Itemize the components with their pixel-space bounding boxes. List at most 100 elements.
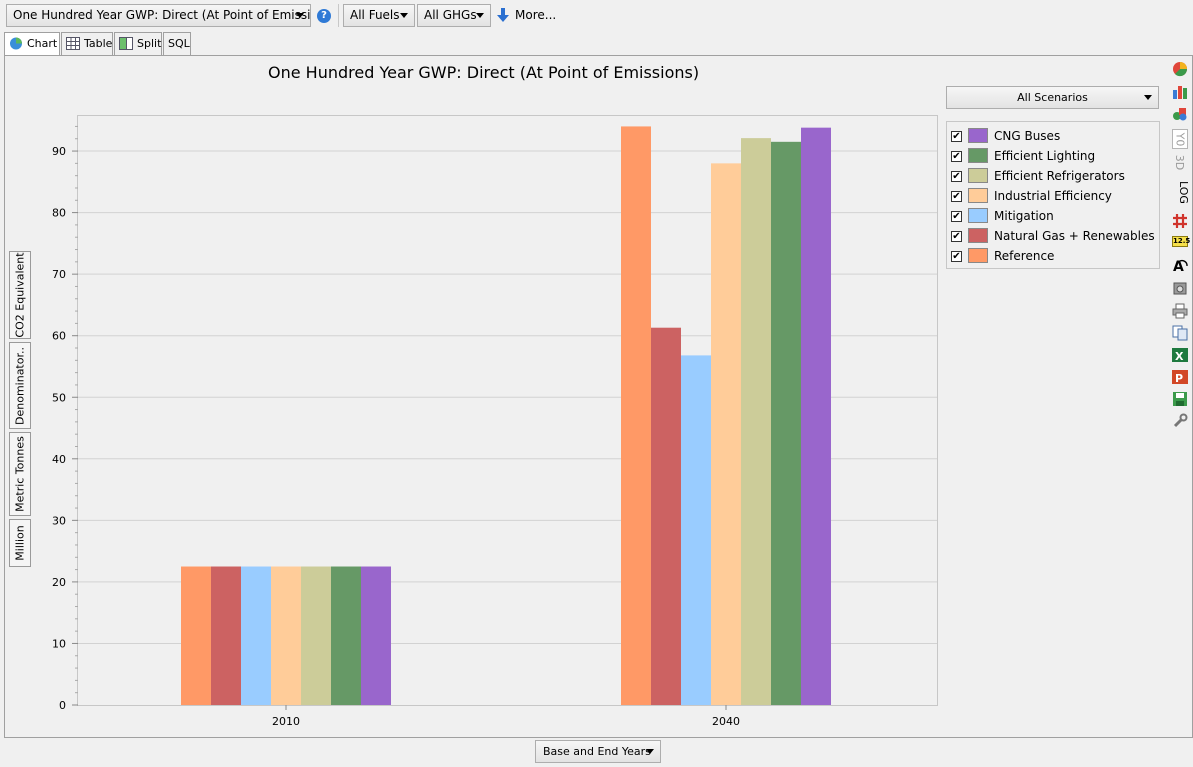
gridlines-icon[interactable] xyxy=(1172,213,1188,229)
legend-label: Efficient Refrigerators xyxy=(994,169,1125,183)
data-labels-label: 12.5 xyxy=(1173,237,1191,245)
y-tick-label: 40 xyxy=(52,453,66,466)
tab-table[interactable]: Table xyxy=(61,32,113,55)
bar-chart-icon[interactable] xyxy=(1172,84,1188,100)
more-button[interactable]: More... xyxy=(515,8,557,22)
y-tick-label: 80 xyxy=(52,207,66,220)
pie-chart-icon[interactable] xyxy=(1172,61,1188,77)
print-icon[interactable] xyxy=(1172,303,1188,319)
ghgs-dropdown-label: All GHGs xyxy=(424,8,477,22)
y0-label: Y0 xyxy=(1173,132,1187,147)
metric-tonnes-button[interactable]: Metric Tonnes xyxy=(9,432,31,516)
tab-label: Table xyxy=(84,37,113,50)
bar xyxy=(361,566,391,705)
legend: ✔ CNG Buses ✔ Efficient Lighting ✔ Efficient … xyxy=(946,121,1160,269)
tab-label: Split xyxy=(137,37,162,50)
svg-text:P: P xyxy=(1175,372,1183,385)
scenario-dropdown-label: All Scenarios xyxy=(1017,91,1088,104)
x-tick-label: 2010 xyxy=(272,715,300,728)
save-icon[interactable] xyxy=(1172,391,1188,407)
ghgs-dropdown[interactable]: All GHGs xyxy=(417,4,491,27)
indicator-dropdown-label: One Hundred Year GWP: Direct (At Point o… xyxy=(13,8,311,22)
arrow-down-icon[interactable] xyxy=(496,7,510,23)
legend-checkbox[interactable]: ✔ xyxy=(951,251,962,262)
scenario-dropdown[interactable]: All Scenarios xyxy=(946,86,1159,109)
log-toggle[interactable]: LOG xyxy=(1172,181,1190,206)
svg-text:X: X xyxy=(1175,350,1184,363)
y-tick-label: 30 xyxy=(52,514,66,527)
legend-swatch xyxy=(968,128,988,143)
chevron-down-icon xyxy=(400,13,408,18)
chevron-down-icon xyxy=(296,13,304,18)
legend-item[interactable]: ✔ Efficient Refrigerators xyxy=(947,166,1159,186)
legend-item[interactable]: ✔ Reference xyxy=(947,246,1159,266)
powerpoint-icon[interactable]: P xyxy=(1172,369,1188,385)
legend-item[interactable]: ✔ CNG Buses xyxy=(947,126,1159,146)
wrench-icon[interactable] xyxy=(1172,413,1188,429)
legend-checkbox[interactable]: ✔ xyxy=(951,211,962,222)
legend-swatch xyxy=(968,168,988,183)
bar xyxy=(801,127,831,705)
tab-sql[interactable]: SQL xyxy=(163,32,191,55)
y-tick-label: 10 xyxy=(52,637,66,650)
chart-title: One Hundred Year GWP: Direct (At Point o… xyxy=(268,63,700,82)
copy-icon[interactable] xyxy=(1172,325,1188,341)
years-dropdown-label: Base and End Years xyxy=(543,745,651,758)
bar xyxy=(241,566,271,705)
bar xyxy=(621,126,651,706)
bar xyxy=(711,163,741,706)
bar xyxy=(741,138,771,705)
legend-item[interactable]: ✔ Mitigation xyxy=(947,206,1159,226)
legend-swatch xyxy=(968,208,988,223)
camera-icon[interactable] xyxy=(1172,280,1188,296)
data-labels-icon[interactable]: 12.5 xyxy=(1172,236,1191,247)
3d-toggle[interactable]: 3D xyxy=(1172,154,1188,174)
split-icon xyxy=(119,37,133,50)
legend-checkbox[interactable]: ✔ xyxy=(951,151,962,162)
tab-chart[interactable]: Chart xyxy=(4,32,60,56)
unit-co2-equivalent-button[interactable]: CO2 Equivalent xyxy=(9,251,31,339)
x-tick-label: 2040 xyxy=(712,715,740,728)
indicator-dropdown[interactable]: One Hundred Year GWP: Direct (At Point o… xyxy=(6,4,311,27)
legend-swatch xyxy=(968,148,988,163)
toolbar-separator xyxy=(338,4,339,27)
y-tick-label: 20 xyxy=(52,576,66,589)
legend-label: Industrial Efficiency xyxy=(994,189,1112,203)
y-tick-label: 70 xyxy=(52,268,66,281)
legend-label: Efficient Lighting xyxy=(994,149,1096,163)
legend-checkbox[interactable]: ✔ xyxy=(951,171,962,182)
legend-checkbox[interactable]: ✔ xyxy=(951,231,962,242)
million-button[interactable]: Million xyxy=(9,519,31,567)
legend-checkbox[interactable]: ✔ xyxy=(951,191,962,202)
denominator-button[interactable]: Denominator.. xyxy=(9,342,31,429)
excel-icon[interactable]: X xyxy=(1172,347,1188,363)
3d-label: 3D xyxy=(1173,154,1187,171)
tab-label: Chart xyxy=(27,37,58,50)
legend-label: CNG Buses xyxy=(994,129,1061,143)
help-icon[interactable]: ? xyxy=(317,9,331,23)
y-tick-label: 0 xyxy=(59,699,66,712)
legend-swatch xyxy=(968,228,988,243)
chevron-down-icon xyxy=(646,749,654,754)
legend-item[interactable]: ✔ Efficient Lighting xyxy=(947,146,1159,166)
legend-checkbox[interactable]: ✔ xyxy=(951,131,962,142)
font-icon[interactable]: A xyxy=(1172,257,1188,273)
bar xyxy=(271,566,301,705)
tab-split[interactable]: Split xyxy=(114,32,162,55)
bar xyxy=(181,566,211,705)
legend-item[interactable]: ✔ Natural Gas + Renewables xyxy=(947,226,1159,246)
y-tick-label: 60 xyxy=(52,330,66,343)
legend-label: Mitigation xyxy=(994,209,1054,223)
legend-item[interactable]: ✔ Industrial Efficiency xyxy=(947,186,1159,206)
y-tick-label: 90 xyxy=(52,145,66,158)
y0-toggle[interactable]: Y0 xyxy=(1172,129,1188,149)
fuels-dropdown[interactable]: All Fuels xyxy=(343,4,415,27)
y-tick-label: 50 xyxy=(52,391,66,404)
bar xyxy=(681,355,711,705)
years-dropdown[interactable]: Base and End Years xyxy=(535,740,661,763)
table-icon xyxy=(66,37,80,50)
shapes-icon[interactable] xyxy=(1172,106,1188,122)
chevron-down-icon xyxy=(476,13,484,18)
bar xyxy=(651,327,681,705)
